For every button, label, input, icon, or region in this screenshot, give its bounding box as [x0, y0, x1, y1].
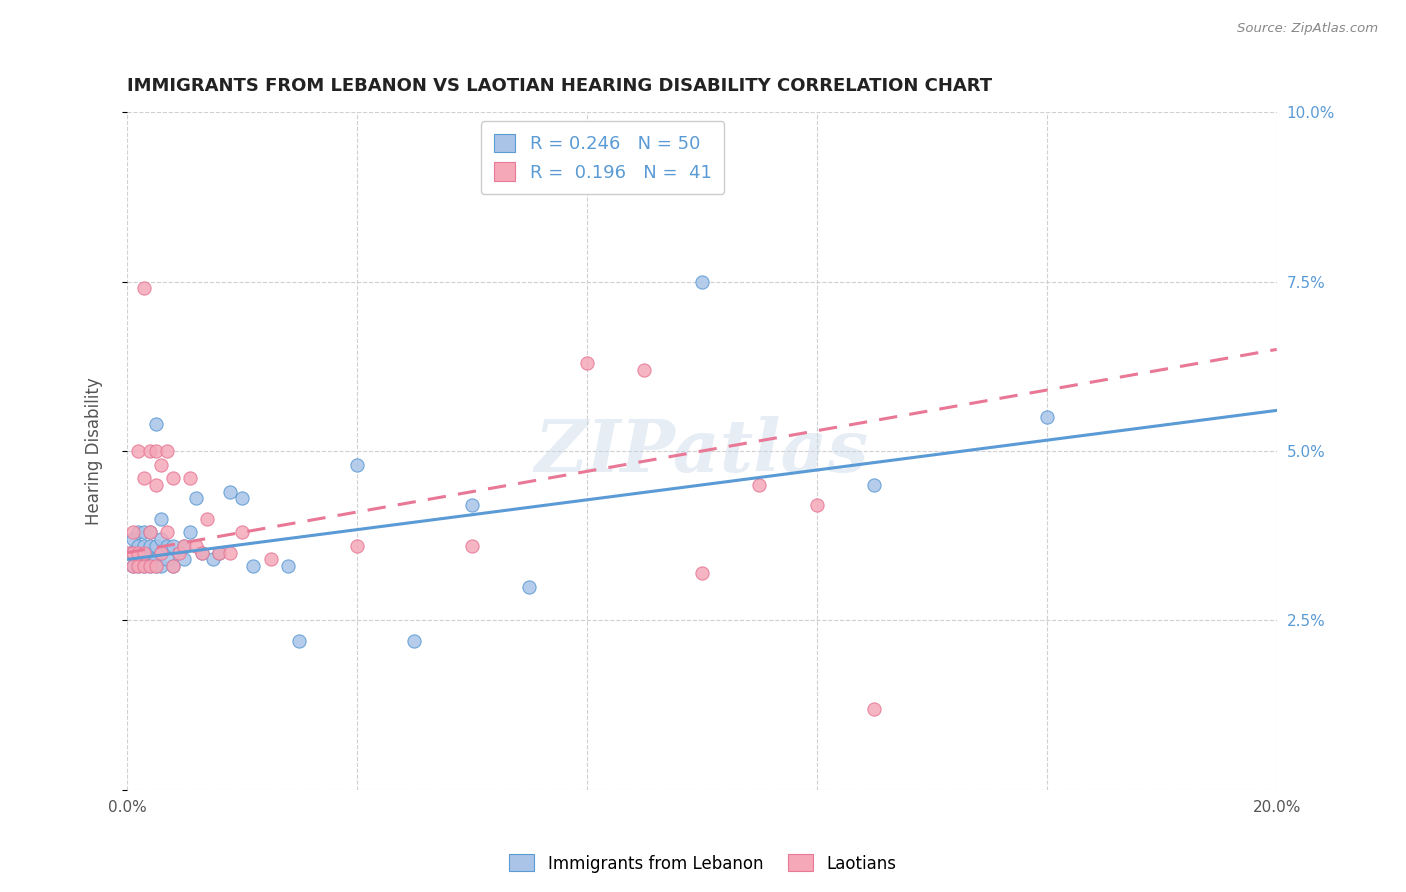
Point — [134, 546, 156, 560]
Point — [139, 559, 162, 574]
Point — [121, 559, 143, 574]
Point — [139, 539, 162, 553]
Point — [404, 633, 426, 648]
Point — [167, 546, 190, 560]
Point — [259, 552, 281, 566]
Point — [346, 539, 368, 553]
Point — [118, 546, 141, 560]
Point — [139, 444, 162, 458]
Text: Source: ZipAtlas.com: Source: ZipAtlas.com — [1237, 22, 1378, 36]
Point — [134, 539, 156, 553]
Point — [219, 546, 242, 560]
Point — [150, 559, 173, 574]
Point — [145, 444, 167, 458]
Point — [134, 559, 156, 574]
Point — [197, 512, 219, 526]
Point — [139, 559, 162, 574]
Legend: R = 0.246   N = 50, R =  0.196   N =  41: R = 0.246 N = 50, R = 0.196 N = 41 — [481, 121, 724, 194]
Point — [190, 546, 212, 560]
Point — [127, 539, 149, 553]
Point — [179, 525, 201, 540]
Point — [134, 525, 156, 540]
Point — [134, 281, 156, 295]
Point — [121, 546, 143, 560]
Point — [127, 559, 149, 574]
Point — [690, 566, 713, 580]
Point — [145, 559, 167, 574]
Point — [162, 559, 184, 574]
Point — [202, 552, 225, 566]
Point — [173, 539, 195, 553]
Point — [150, 546, 173, 560]
Point — [288, 633, 311, 648]
Point — [173, 539, 195, 553]
Point — [863, 701, 886, 715]
Point — [156, 444, 179, 458]
Point — [633, 363, 655, 377]
Point — [461, 539, 484, 553]
Point — [150, 512, 173, 526]
Point — [231, 491, 253, 506]
Point — [156, 539, 179, 553]
Point — [134, 559, 156, 574]
Point — [242, 559, 264, 574]
Point — [139, 525, 162, 540]
Point — [231, 525, 253, 540]
Point — [208, 546, 231, 560]
Point — [173, 552, 195, 566]
Point — [517, 580, 540, 594]
Point — [134, 552, 156, 566]
Text: ZIPatlas: ZIPatlas — [534, 416, 869, 486]
Point — [127, 552, 149, 566]
Point — [121, 546, 143, 560]
Point — [863, 478, 886, 492]
Point — [748, 478, 770, 492]
Point — [184, 539, 207, 553]
Point — [139, 552, 162, 566]
Point — [139, 525, 162, 540]
Y-axis label: Hearing Disability: Hearing Disability — [86, 377, 103, 524]
Point — [145, 539, 167, 553]
Point — [127, 525, 149, 540]
Point — [575, 356, 598, 370]
Point — [806, 498, 828, 512]
Point — [150, 546, 173, 560]
Point — [139, 546, 162, 560]
Point — [121, 559, 143, 574]
Point — [150, 458, 173, 472]
Point — [190, 546, 212, 560]
Point — [150, 532, 173, 546]
Point — [179, 471, 201, 485]
Point — [118, 546, 141, 560]
Point — [690, 275, 713, 289]
Point — [346, 458, 368, 472]
Legend: Immigrants from Lebanon, Laotians: Immigrants from Lebanon, Laotians — [503, 847, 903, 880]
Point — [127, 444, 149, 458]
Point — [162, 471, 184, 485]
Point — [208, 546, 231, 560]
Point — [145, 552, 167, 566]
Point — [156, 525, 179, 540]
Point — [156, 552, 179, 566]
Point — [277, 559, 299, 574]
Point — [167, 546, 190, 560]
Point — [1035, 410, 1057, 425]
Point — [145, 478, 167, 492]
Point — [162, 539, 184, 553]
Point — [121, 525, 143, 540]
Point — [145, 559, 167, 574]
Point — [184, 491, 207, 506]
Point — [134, 546, 156, 560]
Point — [121, 532, 143, 546]
Text: IMMIGRANTS FROM LEBANON VS LAOTIAN HEARING DISABILITY CORRELATION CHART: IMMIGRANTS FROM LEBANON VS LAOTIAN HEARI… — [127, 78, 993, 95]
Point — [219, 484, 242, 499]
Point — [134, 471, 156, 485]
Point — [162, 559, 184, 574]
Point — [145, 417, 167, 431]
Point — [127, 546, 149, 560]
Point — [127, 559, 149, 574]
Point — [461, 498, 484, 512]
